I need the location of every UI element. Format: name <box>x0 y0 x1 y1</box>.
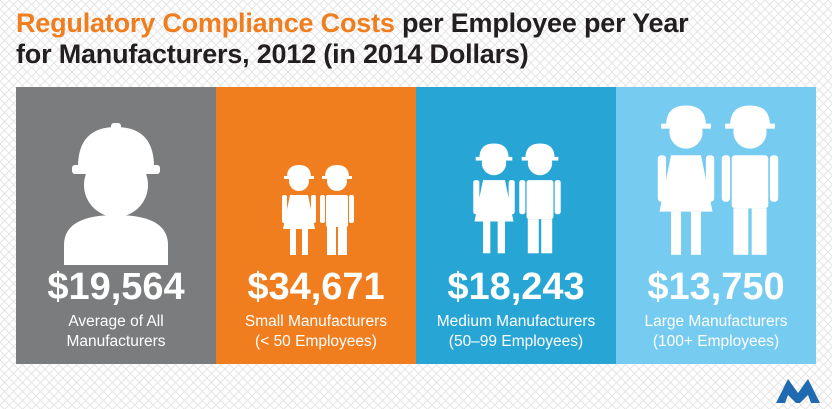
panel-label: Average of All Manufacturers <box>16 312 216 352</box>
panel-label: Small Manufacturers (< 50 Employees) <box>216 312 416 352</box>
panel-label: Medium Manufacturers (50–99 Employees) <box>416 312 616 352</box>
worker-pair-icon <box>282 165 354 255</box>
panel-label-line-2: (50–99 Employees) <box>448 333 584 350</box>
panel-value: $13,750 <box>647 266 785 308</box>
panel-large: $13,750 Large Manufacturers (100+ Employ… <box>616 87 816 364</box>
panel-label-line-1: Small Manufacturers <box>244 313 388 330</box>
panel-value: $18,243 <box>447 266 585 308</box>
panel-label: Large Manufacturers (100+ Employees) <box>616 312 816 352</box>
worker-pair-icon <box>657 105 779 255</box>
m-logo-icon <box>776 379 820 403</box>
panel-medium: $18,243 Medium Manufacturers (50–99 Empl… <box>416 87 616 364</box>
panel-average: $19,564 Average of All Manufacturers <box>16 87 216 364</box>
panel-label-line-2: (100+ Employees) <box>652 333 780 350</box>
cost-panels: $19,564 Average of All Manufacturers $34… <box>16 87 816 364</box>
title-highlight: Regulatory Compliance Costs <box>16 8 395 38</box>
worker-pair-icon <box>473 143 561 254</box>
panel-label-line-2: Manufacturers <box>66 333 166 350</box>
panel-small: $34,671 Small Manufacturers (< 50 Employ… <box>216 87 416 364</box>
worker-icon <box>64 123 168 265</box>
panel-value: $19,564 <box>47 266 185 308</box>
panel-label-line-1: Large Manufacturers <box>644 313 788 330</box>
title-line-1-rest: per Employee per Year <box>394 8 689 38</box>
panel-label-line-1: Average of All <box>68 313 164 330</box>
panel-label-line-2: (< 50 Employees) <box>255 333 377 350</box>
title-line-1: Regulatory Compliance Costs per Employee… <box>16 8 736 39</box>
infographic-title: Regulatory Compliance Costs per Employee… <box>16 8 736 70</box>
panel-value: $34,671 <box>247 266 385 308</box>
panel-label-line-1: Medium Manufacturers <box>436 313 596 330</box>
title-line-2: for Manufacturers, 2012 (in 2014 Dollars… <box>16 39 529 69</box>
